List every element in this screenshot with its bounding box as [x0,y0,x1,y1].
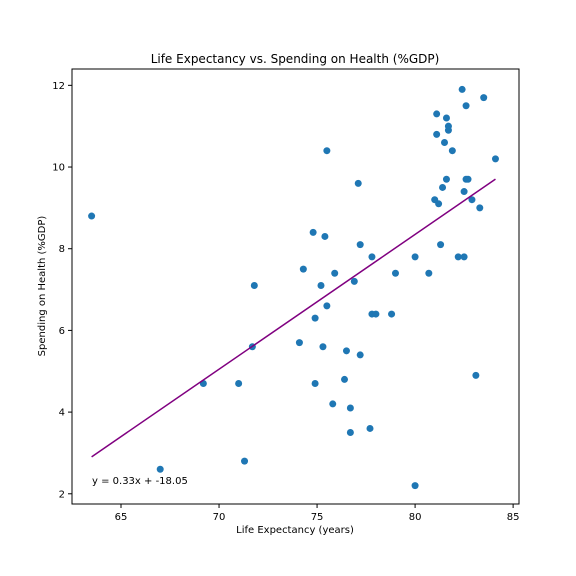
data-point [241,457,249,465]
data-point [458,85,466,93]
data-point [295,339,303,347]
data-point [476,204,484,212]
data-point [354,179,362,187]
data-point [464,175,472,183]
data-point [346,404,354,412]
data-point [442,114,450,122]
data-point [435,200,443,208]
regression-equation: y = 0.33x + -18.05 [92,476,188,487]
y-tick-label: 10 [52,163,65,174]
data-point [433,110,441,118]
data-point [388,310,396,318]
x-tick-label: 85 [507,512,520,523]
data-point [433,130,441,138]
data-point [425,269,433,277]
data-point [480,94,488,102]
y-tick-label: 8 [59,244,65,255]
data-point [460,188,468,196]
data-point [468,196,476,204]
x-tick-label: 65 [115,512,128,523]
data-point [460,253,468,261]
data-point [462,102,470,110]
data-point [317,281,325,289]
data-point [472,371,480,379]
data-point [346,429,354,437]
data-point [323,147,331,155]
regression-line [91,178,496,458]
data-point [342,347,350,355]
data-point [329,400,337,408]
data-point [491,155,499,163]
data-point [311,314,319,322]
data-point [356,351,364,359]
data-point [156,465,164,473]
y-tick-label: 6 [59,326,65,337]
data-point [437,241,445,249]
data-point [368,253,376,261]
data-point [442,175,450,183]
data-point [299,265,307,273]
chart-title: Life Expectancy vs. Spending on Health (… [151,52,440,66]
data-point [441,139,448,147]
data-point [356,241,364,249]
data-point [250,281,258,289]
x-tick-label: 80 [409,512,422,523]
data-point [372,310,380,318]
data-point [454,253,462,261]
data-point [319,343,327,351]
data-point [448,147,456,155]
data-point [366,424,374,432]
axes-frame [71,68,520,505]
data-point [309,228,317,236]
x-tick-label: 75 [311,512,324,523]
data-point [323,302,331,310]
data-point [331,269,339,277]
y-axis-label: Spending on Health (%GDP) [37,216,48,357]
plot-area [88,85,499,490]
data-point [411,253,419,261]
data-point [439,183,447,191]
data-point [341,375,349,383]
axis-ticks: 65 70 75 80 85 2 4 6 8 10 12 [52,81,519,523]
data-point [391,269,399,277]
data-point [411,482,419,490]
x-axis-label: Life Expectancy (years) [236,525,354,536]
data-point [350,277,358,285]
data-point [321,232,329,240]
y-tick-label: 2 [59,489,65,500]
data-point [444,126,452,134]
data-point [311,380,319,388]
y-tick-label: 4 [59,408,65,419]
x-tick-label: 70 [213,512,226,523]
data-point [88,212,96,220]
y-tick-label: 12 [52,81,65,92]
data-point [235,380,243,388]
